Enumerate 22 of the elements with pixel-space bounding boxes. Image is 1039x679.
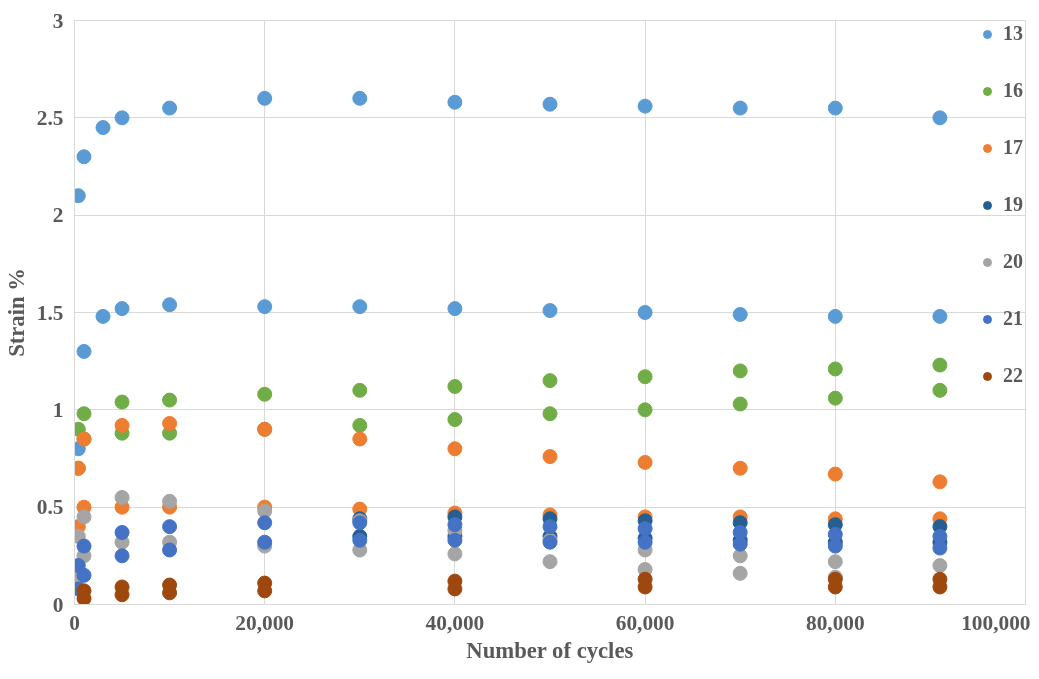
x-tick-label: 100,000 [961,610,1031,635]
x-tick-label: 20,000 [235,610,295,635]
y-tick-label: 2 [52,203,64,228]
legend-label: 13 [1003,22,1023,45]
x-tick-label: 60,000 [615,610,675,635]
legend-label: 19 [1003,193,1023,216]
legend-label: 17 [1003,136,1023,159]
y-tick-label: 0 [52,592,64,617]
x-tick-label: 80,000 [805,610,865,635]
legend-label: 16 [1003,79,1023,102]
legend-label: 22 [1003,364,1023,387]
y-tick-label: 3 [52,8,64,33]
x-tick-label: 40,000 [425,610,485,635]
x-axis-title: Number of cycles [466,637,634,663]
legend-label: 21 [1003,307,1023,330]
y-tick-label: 2.5 [36,105,64,130]
legend-label: 20 [1003,250,1023,273]
y-axis-title: Strain % [3,268,29,357]
x-tick-label: 0 [69,610,80,635]
y-tick-label: 1.5 [36,300,64,325]
y-tick-label: 0.5 [36,495,64,520]
y-tick-label: 1 [52,397,64,422]
